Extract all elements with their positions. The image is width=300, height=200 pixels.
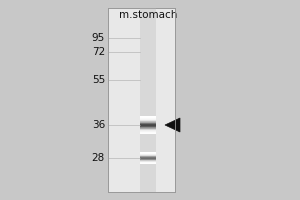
Bar: [140, 156, 156, 157]
Polygon shape: [165, 118, 180, 132]
Bar: [140, 8, 156, 192]
Text: 28: 28: [92, 153, 105, 163]
Text: m.stomach: m.stomach: [119, 10, 177, 20]
Bar: [140, 162, 156, 163]
Bar: [140, 117, 156, 118]
Bar: [140, 154, 156, 155]
Bar: [140, 152, 156, 153]
Bar: [140, 130, 156, 131]
Bar: [140, 123, 156, 124]
Text: 72: 72: [92, 47, 105, 57]
Bar: [140, 163, 156, 164]
Bar: [140, 121, 156, 122]
Bar: [140, 133, 156, 134]
Bar: [140, 128, 156, 129]
Bar: [108, 8, 175, 192]
Bar: [140, 161, 156, 162]
Bar: [140, 132, 156, 133]
Bar: [140, 153, 156, 154]
Bar: [140, 131, 156, 132]
Text: 36: 36: [92, 120, 105, 130]
Bar: [140, 160, 156, 161]
Bar: [140, 124, 156, 125]
Bar: [140, 159, 156, 160]
Bar: [140, 120, 156, 121]
Bar: [140, 122, 156, 123]
Bar: [140, 126, 156, 127]
Bar: [140, 118, 156, 119]
Bar: [140, 155, 156, 156]
Text: 95: 95: [92, 33, 105, 43]
Bar: [140, 127, 156, 128]
Bar: [140, 129, 156, 130]
Bar: [140, 157, 156, 158]
Text: 55: 55: [92, 75, 105, 85]
Bar: [140, 158, 156, 159]
Bar: [140, 125, 156, 126]
Bar: [140, 119, 156, 120]
Bar: [140, 116, 156, 117]
